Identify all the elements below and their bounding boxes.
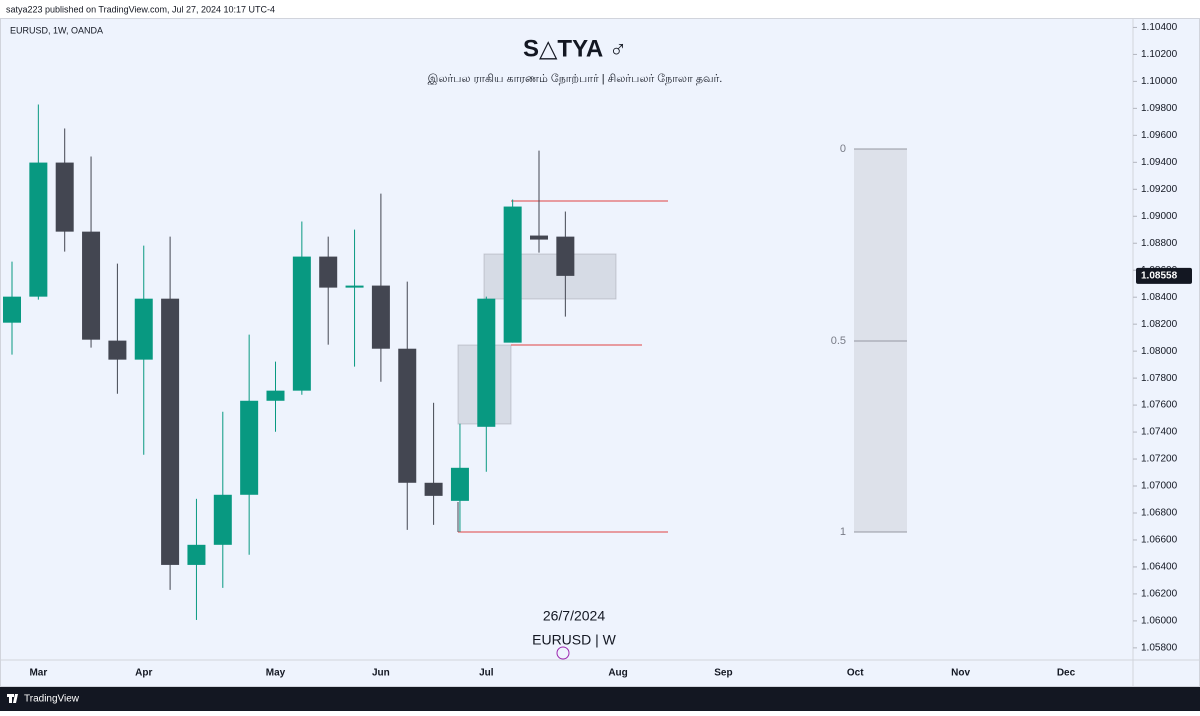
y-tick-label: 1.07400: [1141, 427, 1178, 438]
candle-body: [134, 298, 153, 360]
y-tick-label: 1.10200: [1141, 49, 1178, 60]
y-tick-label: 1.09200: [1141, 184, 1178, 195]
event-icon[interactable]: [556, 646, 570, 660]
y-tick-label: 1.10400: [1141, 22, 1178, 33]
candle-body: [371, 285, 390, 349]
candle-body: [503, 206, 522, 343]
y-tick-label: 1.05800: [1141, 643, 1178, 654]
plot: 1.05800 1.06000 1.06200 1.06400 1.06600 1.068…: [3, 22, 1192, 679]
y-tick-label: 1.07600: [1141, 400, 1178, 411]
y-tick-label: 1.08000: [1141, 346, 1178, 357]
candle-body: [556, 236, 575, 276]
candle-body: [55, 162, 74, 232]
y-tick-label: 1.07800: [1141, 373, 1178, 384]
candle-body: [213, 494, 232, 545]
x-tick-label: Jun: [372, 668, 390, 679]
candle-body: [450, 467, 469, 501]
y-tick-label: 1.09400: [1141, 157, 1178, 168]
candle-body: [398, 348, 417, 483]
fib-label: 1: [840, 526, 846, 538]
price-tag: [1136, 267, 1192, 284]
y-tick-label: 1.06200: [1141, 589, 1178, 600]
y-tick-label: 1.06800: [1141, 508, 1178, 519]
y-tick-label: 1.06600: [1141, 535, 1178, 546]
x-tick-label: Jul: [479, 668, 494, 679]
candle-body: [292, 256, 311, 391]
candle-body: [240, 400, 259, 495]
x-tick-label: Sep: [714, 668, 732, 679]
y-tick-label: 1.10000: [1141, 76, 1178, 87]
candle-body: [266, 390, 285, 401]
chart-area: [0, 18, 1200, 687]
candle-body: [3, 296, 21, 323]
x-tick-label: Aug: [608, 668, 627, 679]
y-tick-label: 1.08800: [1141, 238, 1178, 249]
candle-body: [424, 482, 443, 496]
candle-body: [477, 298, 496, 427]
y-tick-label: 1.06000: [1141, 616, 1178, 627]
y-tick-label: 1.09600: [1141, 130, 1178, 141]
candle-body: [82, 231, 101, 340]
candle-body: [108, 340, 127, 360]
x-tick-label: Nov: [951, 668, 970, 679]
y-tick-label: 1.08400: [1141, 292, 1178, 303]
published-note: satya223 published on TradingView.com, J…: [6, 4, 275, 14]
y-tick-label: 1.07200: [1141, 454, 1178, 465]
candle-body: [530, 235, 548, 240]
chart-title: S△TYA ♂: [523, 35, 627, 62]
candle-body: [161, 298, 180, 565]
x-tick-label: May: [266, 668, 286, 679]
footer-brand: TradingView: [24, 694, 80, 705]
price-tag-label: 1.08558: [1141, 271, 1178, 282]
y-tick-label: 1.07000: [1141, 481, 1178, 492]
footer-logo: [7, 694, 18, 703]
x-tick-label: Mar: [29, 668, 47, 679]
x-tick-label: Dec: [1057, 668, 1076, 679]
candle-body: [187, 544, 206, 565]
y-tick-label: 1.09800: [1141, 103, 1178, 114]
x-tick-label: Oct: [847, 668, 864, 679]
symbol-label: EURUSD, 1W, OANDA: [10, 25, 103, 35]
y-tick-label: 1.06400: [1141, 562, 1178, 573]
annotation: 26/7/2024: [543, 608, 605, 624]
fib-label: 0.5: [831, 335, 846, 347]
y-tick-label: 1.09000: [1141, 211, 1178, 222]
annotation: EURUSD | W: [532, 632, 617, 648]
footer-bar: [0, 687, 1200, 711]
fib-label: 0: [840, 143, 846, 155]
candle-body: [29, 162, 48, 297]
y-tick-label: 1.08200: [1141, 319, 1178, 330]
candle-body: [345, 285, 364, 288]
x-tick-label: Apr: [135, 668, 152, 679]
chart-subtitle: இலர்பல ராகிய காரணம் நோற்பார் | சிலர்பலர்…: [428, 73, 723, 85]
candle-body: [319, 256, 338, 288]
